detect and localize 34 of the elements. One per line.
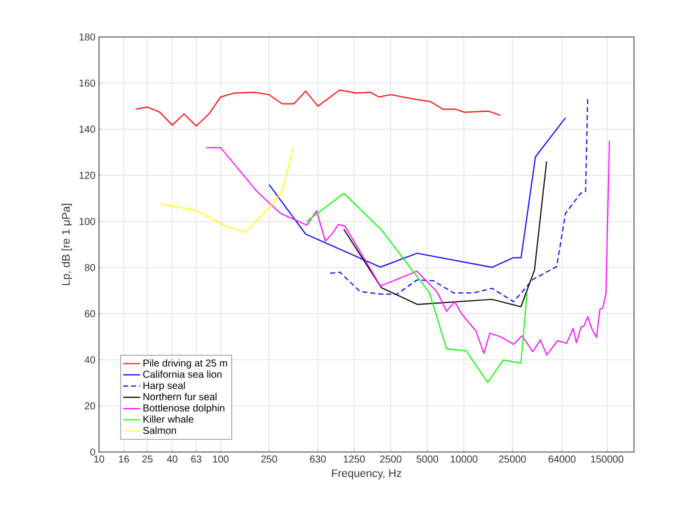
- legend-label: California sea lion: [143, 370, 222, 378]
- x-tick-label: 25000: [498, 456, 526, 463]
- x-tick-label: 16: [119, 456, 129, 463]
- x-tick-label: 25: [142, 456, 153, 463]
- x-tick-label: 40: [166, 456, 178, 463]
- y-tick-label: 180: [80, 33, 96, 41]
- y-tick-label: 140: [80, 126, 96, 133]
- legend-label: Pile driving at 25 m: [144, 359, 228, 369]
- x-tick-label: 10: [94, 456, 104, 463]
- x-tick-label: 63: [191, 456, 202, 463]
- x-axis-title: Frequency, Hz: [332, 469, 402, 480]
- x-tick-label: 630: [310, 456, 326, 463]
- x-tick-label: 10000: [450, 456, 478, 463]
- legend-label: Salmon: [143, 426, 176, 434]
- y-tick-label: 0: [90, 448, 96, 456]
- legend-label: Northern fur seal: [144, 392, 216, 400]
- x-tick-label: 2500: [380, 456, 402, 463]
- legend-label: Harp seal: [144, 382, 185, 392]
- legend-label: Bottlenose dolphin: [144, 404, 224, 414]
- y-tick-label: 80: [84, 264, 96, 272]
- x-tick-label: 100: [213, 456, 229, 463]
- y-tick-label: 40: [84, 356, 96, 364]
- x-tick-label: 150000: [591, 456, 624, 463]
- y-tick-label: 100: [80, 218, 96, 225]
- y-tick-label: 160: [80, 80, 96, 87]
- y-axis-title: Lp, dB [re 1 μPa]: [62, 204, 72, 285]
- y-tick-label: 20: [84, 402, 96, 410]
- legend-label: Killer whale: [144, 415, 194, 423]
- y-tick-label: 60: [84, 310, 96, 318]
- x-tick-label: 1250: [344, 456, 365, 463]
- x-tick-label: 5000: [416, 456, 438, 463]
- x-tick-label: 64000: [548, 456, 576, 463]
- y-tick-label: 120: [80, 172, 96, 179]
- x-tick-label: 250: [261, 456, 278, 463]
